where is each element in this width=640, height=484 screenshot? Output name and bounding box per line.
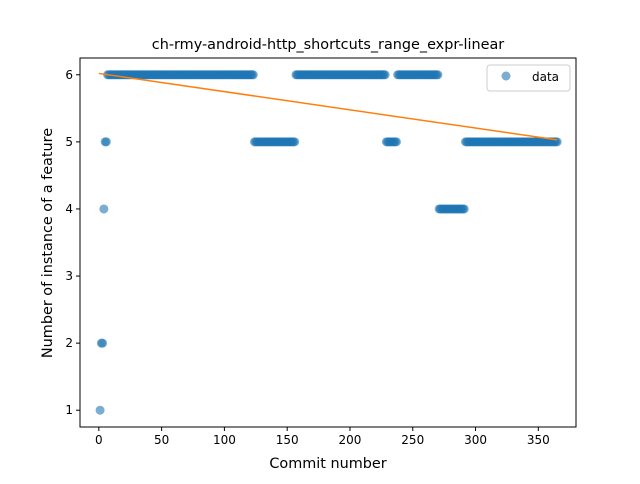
x-tick-label: 50 — [154, 433, 169, 447]
y-tick-label: 1 — [65, 403, 73, 417]
fit-line — [98, 72, 558, 141]
data-point — [101, 137, 111, 147]
data-point — [248, 70, 258, 80]
chart-title: ch-rmy-android-http_shortcuts_range_expr… — [152, 37, 505, 53]
x-tick-label: 0 — [95, 433, 103, 447]
x-axis-label: Commit number — [269, 456, 386, 472]
y-tick-label: 2 — [65, 336, 73, 350]
data-point — [433, 70, 443, 80]
plot-area — [95, 70, 562, 415]
axes: 0 50 100 150 200 250 300 350 1 2 3 4 5 6 — [65, 57, 577, 447]
y-axis-label: Number of instance of a feature — [40, 128, 56, 358]
x-tick-label: 350 — [527, 433, 550, 447]
x-tick-label: 100 — [213, 433, 236, 447]
y-tick-label: 5 — [65, 135, 73, 149]
data-point — [380, 70, 390, 80]
legend-label-data: data — [532, 70, 559, 84]
data-point — [98, 338, 108, 348]
data-point — [95, 405, 105, 415]
y-tick-label: 3 — [65, 269, 73, 283]
data-point — [459, 204, 469, 214]
legend-marker-data — [501, 71, 511, 81]
y-tick-label: 6 — [65, 68, 73, 82]
data-point — [99, 204, 109, 214]
x-tick-label: 250 — [401, 433, 424, 447]
x-tick-label: 150 — [276, 433, 299, 447]
data-point — [391, 137, 401, 147]
data-point — [290, 137, 300, 147]
legend-frame — [486, 64, 571, 92]
y-tick-label: 4 — [65, 202, 73, 216]
plot-frame — [79, 57, 577, 428]
legend: data — [486, 64, 571, 92]
x-tick-label: 200 — [339, 433, 362, 447]
x-tick-label: 300 — [464, 433, 487, 447]
